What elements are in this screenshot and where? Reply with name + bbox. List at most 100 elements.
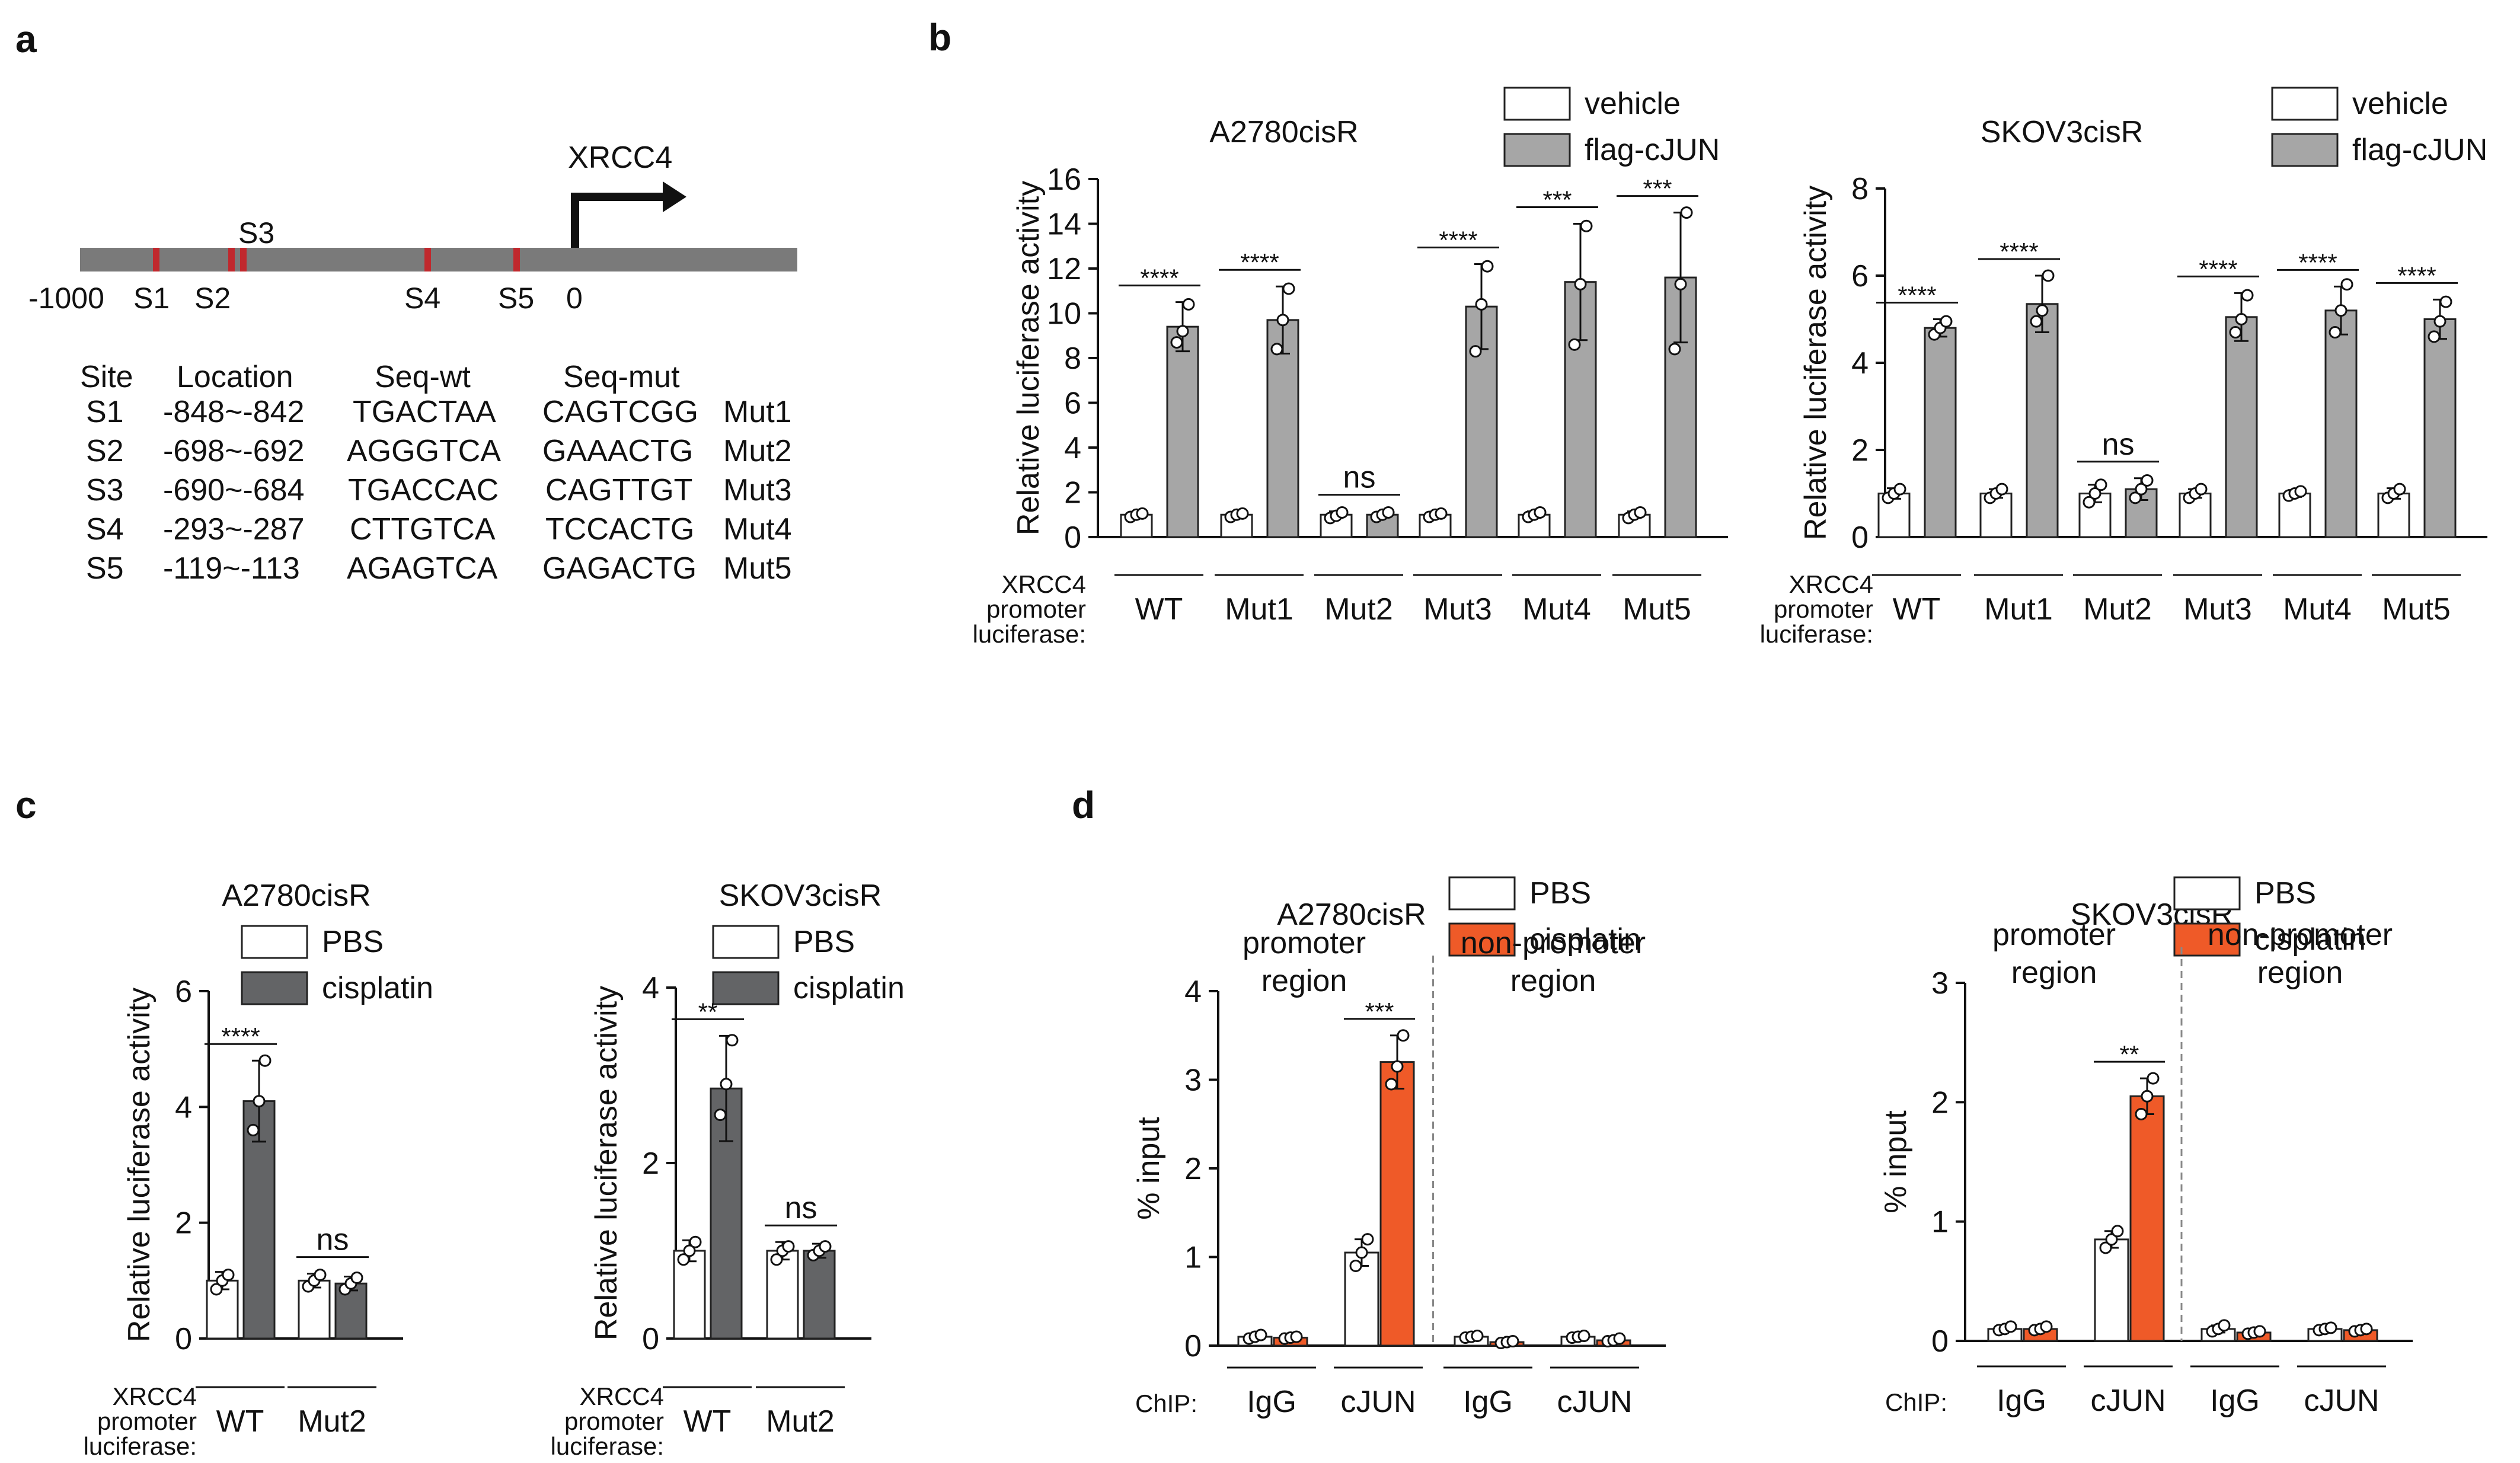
category-label: cJUN <box>1340 1385 1416 1419</box>
data-point <box>2428 330 2441 343</box>
data-point <box>2111 1225 2124 1238</box>
data-point <box>1475 298 1488 311</box>
y-tick-label: 4 <box>1064 431 1081 465</box>
bar <box>2423 318 2457 538</box>
legend-label: PBS <box>793 925 855 959</box>
axis-label-s3: S3 <box>238 216 274 250</box>
data-point <box>2329 326 2342 339</box>
y-tick-label: 8 <box>1064 341 1081 376</box>
data-point <box>2129 491 2142 504</box>
y-tick-label: 2 <box>1064 476 1081 510</box>
legend-swatch <box>241 971 308 1005</box>
category-label: cJUN <box>1557 1385 1632 1419</box>
data-point <box>2294 485 2307 498</box>
category-label: IgG <box>1463 1385 1513 1419</box>
bar <box>673 1250 706 1340</box>
data-point <box>2094 478 2107 491</box>
data-point <box>677 1253 690 1266</box>
row-location: -848~-842 <box>163 395 305 429</box>
table-header-seq-wt: Seq-wt <box>375 360 471 394</box>
data-point <box>210 1283 223 1296</box>
data-point <box>1680 206 1693 219</box>
bar <box>2129 1095 2165 1342</box>
table-row: S1 -848~-842 TGACTAA CAGTCGG Mut1 <box>86 395 792 429</box>
legend-swatch <box>2271 87 2339 121</box>
bar <box>2278 493 2311 538</box>
data-point <box>1336 506 1349 519</box>
chart-title: A2780cisR <box>1209 115 1358 149</box>
data-point <box>1391 1060 1404 1073</box>
panel-a: a XRCC4 -1000 S1 S2 S3 S4 S5 0 Site Loca… <box>15 18 797 586</box>
region-label-nonpromoter: region <box>1510 964 1596 998</box>
data-point <box>2253 1325 2266 1338</box>
data-point <box>1397 1029 1410 1042</box>
row-label: luciferase: <box>1760 620 1873 648</box>
category-label: WT <box>216 1404 264 1439</box>
category-label: cJUN <box>2304 1384 2379 1418</box>
table-row: S5 -119~-113 AGAGTCA GAGACTG Mut5 <box>86 551 792 586</box>
row-label: luciferase: <box>973 620 1086 648</box>
table-header-site: Site <box>80 360 133 394</box>
data-point <box>1995 483 2008 496</box>
y-axis-label: Relative luciferase activity <box>589 986 624 1340</box>
row-seq-wt: TGACCAC <box>348 473 499 507</box>
legend-swatch <box>2173 922 2241 957</box>
data-point <box>1574 277 1587 290</box>
y-axis-label: % input <box>1132 1117 1166 1220</box>
data-point <box>1534 506 1547 519</box>
significance-label: **** <box>1140 264 1178 292</box>
y-tick-label: 0 <box>1931 1324 1949 1359</box>
y-tick-label: 2 <box>175 1206 192 1241</box>
data-point <box>1355 1246 1368 1259</box>
table-row: S2 -698~-692 AGGGTCA GAAACTG Mut2 <box>86 434 792 468</box>
significance-label: **** <box>2000 238 2038 266</box>
legend-label: flag-cJUN <box>2352 133 2487 167</box>
data-point <box>1580 219 1593 232</box>
data-point <box>1668 343 1681 356</box>
significance-label: *** <box>1542 186 1572 214</box>
site-table: Site Location Seq-wt Seq-mut S1 -848~-84… <box>80 360 792 586</box>
y-axis-label: % input <box>1879 1110 1913 1213</box>
y-axis-label: Relative luciferase activity <box>122 988 156 1342</box>
data-point <box>2030 315 2043 328</box>
legend-swatch <box>712 971 780 1005</box>
category-label: Mut2 <box>298 1404 366 1439</box>
table-header-location: Location <box>177 360 293 394</box>
legend-label: vehicle <box>1585 87 1681 121</box>
row-seq-wt: CTTGTCA <box>350 512 496 547</box>
data-point <box>2141 474 2154 487</box>
row-mut-label: Mut4 <box>723 512 792 547</box>
bar <box>2026 303 2059 538</box>
row-seq-wt: AGAGTCA <box>347 551 498 586</box>
axis-label-s5: S5 <box>498 282 534 315</box>
row-label: ChIP: <box>1885 1388 1947 1416</box>
row-label: XRCC4 <box>1002 570 1086 598</box>
row-location: -119~-113 <box>163 551 300 586</box>
chart-title: A2780cisR <box>222 879 371 913</box>
axis-label-s4: S4 <box>404 282 440 315</box>
data-point <box>1506 1335 1519 1348</box>
category-label: Mut1 <box>1984 592 2053 627</box>
category-label: Mut4 <box>2283 592 2352 627</box>
legend-label: cisplatin <box>793 971 905 1005</box>
data-point <box>2135 483 2148 496</box>
y-tick-label: 4 <box>642 971 659 1005</box>
row-location: -698~-692 <box>163 434 305 468</box>
bar <box>2324 309 2358 538</box>
data-point <box>1940 315 1953 328</box>
legend-swatch <box>1503 133 1571 167</box>
row-label: promoter <box>97 1407 197 1435</box>
data-point <box>2195 483 2208 496</box>
data-point <box>1568 338 1581 351</box>
category-label: Mut2 <box>766 1404 835 1439</box>
y-tick-label: 16 <box>1047 162 1081 197</box>
y-tick-label: 4 <box>175 1090 192 1125</box>
y-tick-label: 2 <box>642 1146 659 1181</box>
significance-label: **** <box>2199 255 2237 283</box>
category-label: Mut3 <box>2183 592 2252 627</box>
data-point <box>2324 1321 2337 1334</box>
data-point <box>819 1240 832 1253</box>
bar <box>1379 1061 1415 1347</box>
